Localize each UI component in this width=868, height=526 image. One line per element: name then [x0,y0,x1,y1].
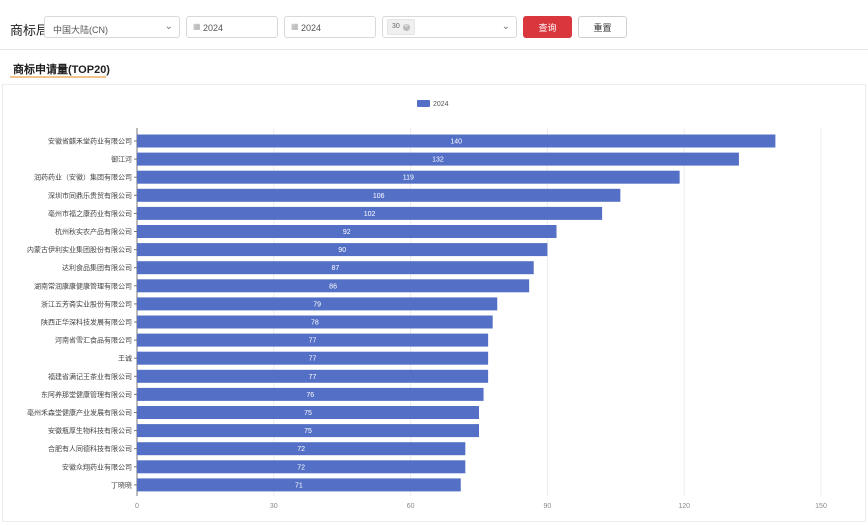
end-year-picker[interactable]: ▦ 2024 [284,16,376,38]
x-tick-label: 150 [815,503,827,510]
topn-tag: 30 × [387,19,415,35]
data-label: 92 [343,229,351,236]
category-label: 深圳市同鼎乐贵贸有限公司 [48,191,132,200]
category-label: 亳州市福之康药业有限公司 [48,209,132,218]
bar-chart: 0 30 60 90 120 150 2024 安徽省麒禾堂药业有限公司 140 御江河 132 润药… [27,100,827,510]
divider [0,49,868,50]
section-title: 商标申请量(TOP20) [13,64,110,76]
bar [137,333,489,347]
chevron-down-icon: ⌄ [501,21,510,32]
category-label: 合肥有人同德科技有限公司 [48,444,132,453]
filter-toolbar: 商标局 中国大陆(CN) ⌄ ▦ 2024 ▦ 2024 30 × ⌄ 查询 重置 [0,0,868,50]
category-label: 福建省满记王茶业有限公司 [48,372,132,381]
chevron-down-icon: ⌄ [164,21,173,32]
data-label: 75 [304,428,312,435]
bar [137,243,548,257]
close-icon[interactable]: × [402,24,410,31]
data-label: 86 [329,283,337,290]
topn-tag-label: 30 [392,23,400,30]
data-label: 78 [311,320,319,327]
category-label: 亳州禾森堂健康产业发展有限公司 [27,408,132,417]
bar [137,134,776,148]
bar [137,369,489,383]
category-label: 安徽瓶厚生物科技有限公司 [48,426,132,435]
start-year-value: 2024 [203,23,224,33]
topn-select[interactable]: 30 × ⌄ [382,16,517,38]
data-label: 71 [295,482,303,489]
category-label: 内蒙古伊利实业集团股份有限公司 [27,245,132,254]
category-label: 丁晓晓 [111,480,132,489]
legend-label: 2024 [433,101,449,108]
x-tick-label: 90 [544,503,552,510]
calendar-icon: ▦ [291,22,299,31]
bar [137,261,534,275]
data-label: 72 [297,464,305,471]
x-tick-label: 30 [270,503,278,510]
data-label: 72 [297,446,305,453]
data-label: 77 [309,338,317,345]
bar [137,478,461,492]
bar [137,442,466,456]
end-year-value: 2024 [301,23,322,33]
category-label: 润药药业（安徽）集团有限公司 [34,173,132,182]
category-label: 浙江五芳斋实业股份有限公司 [41,299,132,308]
category-label: 御江河 [111,155,132,164]
data-label: 79 [313,301,321,308]
region-select[interactable]: 中国大陆(CN) ⌄ [44,16,180,38]
bar [137,225,557,238]
data-label: 132 [432,157,444,164]
category-label: 东阿养那堂健康管理有限公司 [41,390,132,399]
category-label: 陕西正华深科技发展有限公司 [41,318,132,327]
bar [137,406,479,419]
legend-swatch [417,100,430,107]
data-label: 77 [309,374,317,381]
category-label: 杭州秋实农产品有限公司 [55,227,132,236]
category-label: 王诚 [118,354,132,363]
bar [137,387,484,401]
data-label: 76 [306,392,314,399]
query-button[interactable]: 查询 [523,16,572,38]
bar [137,206,603,220]
category-label: 安徽众翔药业有限公司 [62,462,132,471]
bar [137,279,530,293]
start-year-picker[interactable]: ▦ 2024 [186,16,278,38]
section-title-underline [10,76,106,78]
data-label: 87 [331,265,339,272]
data-label: 77 [309,356,317,363]
category-label: 安徽省麒禾堂药业有限公司 [48,137,132,146]
bar [137,170,680,184]
bar [137,424,479,438]
office-label: 商标局 [10,23,50,38]
bar [137,315,493,329]
category-label: 湖南常润康康健康管理有限公司 [34,281,132,290]
chart-panel: 0 30 60 90 120 150 2024 安徽省麒禾堂药业有限公司 140 御江河 132 润药… [2,84,866,522]
data-label: 75 [304,410,312,417]
data-label: 90 [338,247,346,254]
bar [137,460,466,474]
x-tick-label: 0 [135,503,139,510]
x-tick-label: 120 [678,503,690,510]
data-label: 119 [403,175,414,182]
data-label: 106 [373,193,385,200]
bar [137,351,489,365]
category-label: 达利食品集团有限公司 [62,263,132,272]
region-value: 中国大陆(CN) [53,25,108,35]
bar [137,188,621,202]
x-tick-label: 60 [407,503,415,510]
reset-button[interactable]: 重置 [578,16,627,38]
data-label: 102 [364,211,376,218]
data-label: 140 [450,139,462,146]
category-label: 河南省雪汇食品有限公司 [55,336,132,345]
bar [137,297,498,311]
bar [137,152,739,166]
calendar-icon: ▦ [193,22,201,31]
